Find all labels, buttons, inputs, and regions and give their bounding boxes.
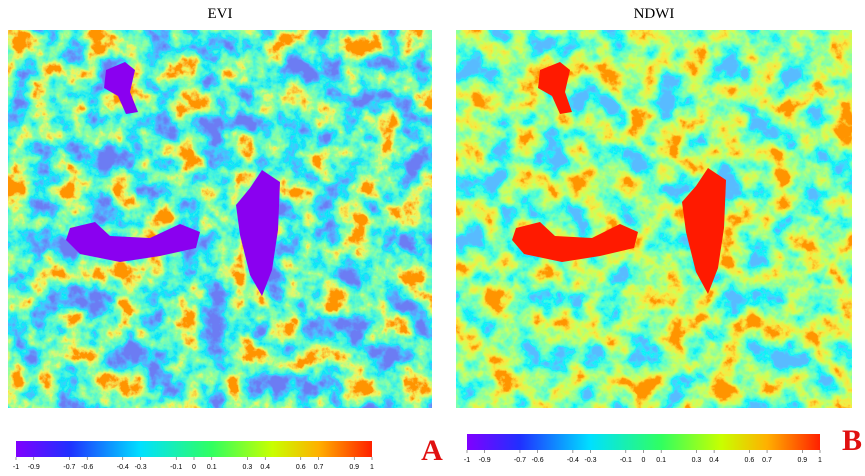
colorbar-tick-label: -0.4 <box>117 464 129 471</box>
figure: EVI NDWI A B -1 -0.9 -0.7 -0.6 -0.4 -0.3 -0.1 0… <box>0 0 865 476</box>
colorbar-tick-label: 0.6 <box>745 457 755 464</box>
colorbar <box>16 441 372 457</box>
colorbar-tick-label: 1 <box>370 464 374 471</box>
panel-label: A <box>421 434 443 467</box>
colorbar-tick-label: -0.9 <box>28 464 40 471</box>
colorbar-tick-label: -0.9 <box>479 457 491 464</box>
colorbar-tick-label: 0.1 <box>207 464 217 471</box>
colorbar-tick-label: -0.4 <box>567 457 579 464</box>
colorbar-tick-label: -0.3 <box>135 464 147 471</box>
colorbar-tick-label: 0.1 <box>656 457 666 464</box>
ndwi-map <box>456 30 852 408</box>
colorbar-tick-label: 0.6 <box>296 464 306 471</box>
colorbar-tick-label: 1 <box>818 457 822 464</box>
colorbar-tick-label: 0.3 <box>692 457 702 464</box>
colorbar-tick-label: 0.4 <box>260 464 270 471</box>
ndwi-raster <box>456 30 852 408</box>
colorbar-tick-label: -1 <box>13 464 19 471</box>
colorbar <box>467 434 820 450</box>
colorbar-tick-label: -0.1 <box>620 457 632 464</box>
colorbar-tick-label: -0.3 <box>585 457 597 464</box>
panel-title: EVI <box>208 6 233 22</box>
evi-map <box>8 30 432 408</box>
colorbar-tick-label: -0.7 <box>514 457 526 464</box>
colorbar-tick-label: 0.7 <box>314 464 324 471</box>
colorbar-tick-label: -1 <box>464 457 470 464</box>
colorbar-tick-label: 0 <box>192 464 196 471</box>
colorbar-tick-label: 0.3 <box>243 464 253 471</box>
colorbar-tick-label: -0.7 <box>63 464 75 471</box>
colorbar-tick-label: 0.7 <box>762 457 772 464</box>
evi-raster <box>8 30 432 408</box>
colorbar-tick-label: 0.9 <box>797 457 807 464</box>
colorbar-tick-label: 0 <box>642 457 646 464</box>
colorbar-tick-label: -0.6 <box>81 464 93 471</box>
panel-title: NDWI <box>634 6 675 22</box>
panel-label: B <box>842 424 862 457</box>
colorbar-tick-label: -0.6 <box>532 457 544 464</box>
colorbar-tick-label: 0.4 <box>709 457 719 464</box>
colorbar-tick-label: -0.1 <box>170 464 182 471</box>
colorbar-tick-label: 0.9 <box>349 464 359 471</box>
